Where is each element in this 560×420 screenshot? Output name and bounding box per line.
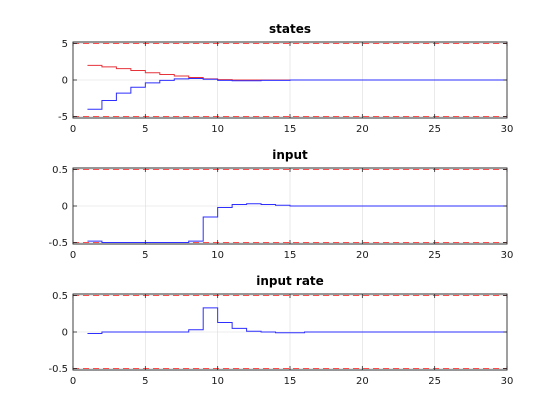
y-tick-label: -5 [58, 112, 68, 123]
y-tick-label: 0 [62, 328, 68, 339]
x-tick-label: 0 [70, 124, 76, 135]
x-tick-label: 0 [70, 376, 76, 387]
subplot-title: input rate [256, 274, 324, 288]
x-tick-label: 10 [211, 124, 224, 135]
x-tick-label: 15 [284, 376, 297, 387]
x-tick-label: 25 [428, 124, 441, 135]
subplot-title: input [272, 148, 308, 162]
x-tick-label: 25 [428, 376, 441, 387]
y-tick-label: 0 [62, 202, 68, 213]
x-tick-label: 10 [211, 376, 224, 387]
y-tick-label: 0.5 [52, 165, 68, 176]
series-line-2 [87, 78, 507, 110]
x-tick-label: 0 [70, 250, 76, 261]
x-tick-label: 30 [501, 250, 514, 261]
y-tick-label: -0.5 [48, 364, 68, 375]
x-tick-label: 10 [211, 250, 224, 261]
x-tick-label: 30 [501, 124, 514, 135]
y-tick-label: 0 [62, 76, 68, 87]
x-tick-label: 20 [356, 124, 369, 135]
x-tick-label: 15 [284, 124, 297, 135]
x-tick-label: 15 [284, 250, 297, 261]
x-tick-label: 25 [428, 250, 441, 261]
y-tick-label: -0.5 [48, 238, 68, 249]
series-line-1 [87, 203, 507, 244]
x-tick-label: 20 [356, 250, 369, 261]
y-tick-label: 0.5 [52, 291, 68, 302]
subplot-title: states [269, 22, 311, 36]
x-tick-label: 5 [142, 376, 148, 387]
x-tick-label: 5 [142, 124, 148, 135]
series-line-1 [87, 307, 507, 334]
x-tick-label: 5 [142, 250, 148, 261]
x-tick-label: 30 [501, 376, 514, 387]
y-tick-label: 5 [62, 39, 68, 50]
x-tick-label: 20 [356, 376, 369, 387]
